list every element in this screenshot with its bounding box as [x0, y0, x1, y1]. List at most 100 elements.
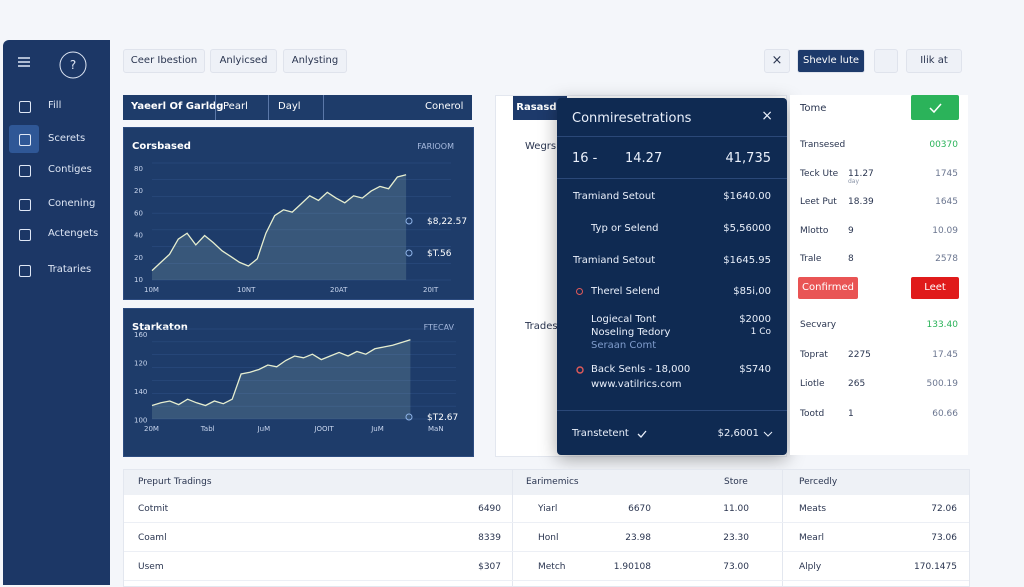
marker-label: $T2.67: [427, 413, 458, 423]
column-header: Earimemics: [526, 477, 579, 487]
label: Mlotto: [800, 225, 829, 236]
x-tick-label: Tabl: [200, 425, 215, 433]
chevron[interactable]: [763, 430, 773, 438]
nav-item[interactable]: Conening: [48, 198, 96, 209]
value: 2578: [935, 254, 958, 264]
cell: Coaml: [138, 533, 167, 543]
x-tick-label: 10NT: [237, 286, 256, 294]
y-tick-label: 140: [134, 388, 147, 396]
status-dot: [576, 366, 584, 374]
panel-tab[interactable]: Yaeerl Of Garldg: [131, 101, 224, 112]
close-button[interactable]: ×: [764, 49, 790, 73]
y-tick-label: 160: [134, 331, 147, 339]
x-tick-label: 10M: [144, 286, 159, 294]
modal: Conmiresetrations × 16 - 14.27 41,735 Tr…: [557, 98, 787, 455]
confirm-check[interactable]: [911, 95, 959, 120]
nav-item[interactable]: Contiges: [48, 164, 92, 175]
footer-label[interactable]: Transtetent: [572, 428, 629, 439]
chart-card: Starkaton FTECAV 160 120 140 100 20M Tabl JuM JOO…: [123, 308, 474, 457]
item: Tramiand Setout: [573, 255, 656, 266]
x-tick-label: MaN: [428, 425, 444, 433]
menu-icon[interactable]: [17, 56, 33, 68]
toolbar-tab[interactable]: Ceer Ibestion: [123, 49, 205, 73]
x-tick-label: JuM: [257, 425, 271, 433]
nav-item[interactable]: Actengets: [48, 228, 99, 239]
nav-icon[interactable]: [19, 229, 31, 241]
item: Back Senls - 18,000: [591, 364, 691, 375]
label: Trale: [800, 254, 822, 264]
nav-item[interactable]: Trataries: [48, 264, 92, 275]
active-indicator: [9, 125, 39, 153]
nav-item[interactable]: Fill: [48, 100, 62, 111]
item-sub: www.vatilrics.com: [591, 379, 682, 390]
right-panel: Tome day Confirmed Leet Transesed 00370 Te…: [790, 95, 968, 455]
cell: Cotmit: [138, 504, 169, 514]
amount: $2000: [739, 314, 771, 325]
item: Tramiand Setout: [573, 191, 656, 202]
value: 2275: [848, 349, 871, 360]
button[interactable]: Confirmed: [798, 277, 858, 299]
label: Tome: [800, 103, 827, 114]
panel-tabs: Yaeerl Of Garldg Pearl Dayl Conerol: [123, 95, 472, 120]
cell: 8339: [478, 533, 501, 543]
cell: $307: [478, 562, 501, 572]
value: 133.40: [926, 320, 959, 330]
panel-tab[interactable]: Conerol: [425, 101, 464, 112]
table: Prepurt Tradings Earimemics Store Percedly C…: [123, 469, 970, 587]
amount-sub: 1 Co: [750, 327, 771, 337]
panel-tab[interactable]: Dayl: [278, 101, 301, 112]
label: Transesed: [800, 140, 846, 150]
y-tick-label: 80: [134, 165, 143, 173]
nav-icon[interactable]: [19, 134, 31, 146]
marker: [405, 413, 413, 421]
value: 9: [848, 225, 854, 236]
primary-button[interactable]: Shevle lute: [797, 49, 865, 73]
divider: [512, 470, 513, 586]
label: Toprat: [800, 349, 828, 360]
summary: 16 -: [572, 151, 598, 166]
item: Typ or Selend: [591, 223, 659, 234]
cell: Honl: [538, 533, 559, 543]
nav-icon[interactable]: [19, 101, 31, 113]
toolbar-tab[interactable]: Anlysting: [283, 49, 347, 73]
item-sub: Seraan Comt: [591, 340, 657, 351]
amount: $S740: [739, 364, 771, 375]
cell: Mearl: [799, 533, 825, 543]
button[interactable]: Leet: [911, 277, 959, 299]
help-icon[interactable]: ?: [58, 50, 88, 80]
item: Logiecal Tont: [591, 314, 657, 325]
line: [151, 339, 411, 407]
cell: 11.00: [723, 504, 749, 514]
row-line: [124, 522, 969, 523]
cell: Usem: [138, 562, 164, 572]
y-tick-label: 20: [134, 187, 143, 195]
divider: [268, 95, 269, 120]
item: Therel Selend: [591, 286, 660, 297]
pin-button[interactable]: [874, 49, 898, 73]
marker-label: $T.56: [427, 249, 452, 259]
nav-item[interactable]: Scerets: [48, 133, 86, 144]
panel-tab[interactable]: Pearl: [223, 101, 248, 112]
amount: $1645.95: [723, 255, 771, 266]
divider: [215, 95, 216, 120]
chart-badge: FARIOOM: [417, 142, 454, 151]
value: 1745: [935, 168, 958, 179]
link-button[interactable]: Ilik at: [906, 49, 962, 73]
toolbar-tab[interactable]: Anlyicsed: [210, 49, 277, 73]
nav-icon[interactable]: [19, 165, 31, 177]
column-header: Store: [724, 477, 748, 487]
modal-title: Conmiresetrations: [572, 111, 692, 126]
svg-text:?: ?: [70, 58, 76, 72]
footer-amount: $2,6001: [717, 428, 759, 439]
close-button[interactable]: ×: [761, 108, 773, 124]
nav-icon[interactable]: [19, 199, 31, 211]
label: Wegrs: [525, 141, 557, 152]
value: 10.09: [932, 225, 958, 236]
x-tick-label: 20M: [144, 425, 159, 433]
cell: 170.1475: [914, 562, 957, 572]
divider: [782, 470, 783, 586]
nav-icon[interactable]: [19, 265, 31, 277]
cell: 23.98: [625, 533, 651, 543]
